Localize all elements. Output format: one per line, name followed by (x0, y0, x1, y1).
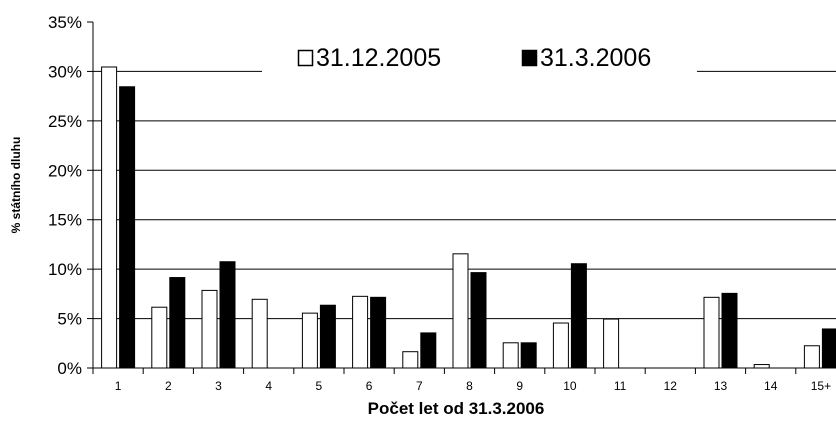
y-tick-label: 0% (57, 359, 82, 378)
bar-series-1 (301, 312, 318, 369)
legend-swatch (297, 49, 314, 67)
bar-series-2 (570, 263, 587, 369)
bar-series-1 (201, 289, 218, 369)
bar-series-1 (753, 364, 770, 369)
bar-series-1 (603, 318, 620, 369)
bar-series-2 (721, 292, 738, 369)
y-tick-label: 35% (48, 13, 82, 32)
x-tick-label: 5 (316, 379, 323, 393)
x-tick-label: 14 (764, 379, 778, 393)
bar-series-2 (370, 296, 387, 369)
y-tick-label: 25% (48, 112, 82, 131)
bar-series-2 (470, 272, 487, 369)
bar-series-2 (821, 328, 836, 369)
bar-series-1 (502, 342, 519, 369)
y-tick-label: 5% (57, 310, 82, 329)
x-tick-label: 15+ (811, 379, 831, 393)
y-tick-label: 20% (48, 161, 82, 180)
x-tick-label: 9 (516, 379, 523, 393)
x-tick-label: 7 (416, 379, 423, 393)
legend-swatch (521, 49, 538, 67)
bar-series-1 (552, 322, 569, 369)
bar-series-2 (119, 86, 136, 369)
y-axis-title: % státního dluhu (9, 137, 23, 234)
x-tick-label: 3 (215, 379, 222, 393)
x-tick-label: 11 (614, 379, 627, 393)
bar-series-2 (219, 261, 236, 369)
bar-series-1 (452, 253, 469, 369)
bar-series-1 (803, 345, 820, 369)
axes: 0%5%10%15%20%25%30%35%1 2 3 4 5 6 7 8 9 10 11 12 13 1… (48, 13, 836, 393)
bars (101, 66, 836, 369)
legend-label: 31.12.2005 (316, 44, 441, 72)
bar-series-2 (319, 304, 336, 369)
x-tick-label: 8 (466, 379, 473, 393)
y-tick-label: 30% (48, 62, 82, 81)
y-tick-label: 15% (48, 211, 82, 230)
x-tick-label: 10 (563, 379, 577, 393)
x-tick-label: 12 (664, 379, 678, 393)
bar-series-2 (169, 277, 186, 369)
bar-series-1 (101, 66, 118, 369)
x-tick-label: 2 (165, 379, 172, 393)
x-tick-label: 6 (366, 379, 373, 393)
bar-series-1 (352, 295, 369, 369)
bar-series-2 (420, 332, 437, 369)
x-tick-label: 1 (115, 379, 122, 393)
x-tick-label: 13 (714, 379, 728, 393)
legend: 31.12.2005 31.3.2006 (297, 44, 651, 72)
y-tick-label: 10% (48, 260, 82, 279)
bar-series-1 (151, 306, 168, 369)
bar-series-1 (402, 351, 419, 369)
legend-label: 31.3.2006 (540, 44, 651, 72)
bar-series-1 (703, 296, 720, 369)
x-axis-title: Počet let od 31.3.2006 (368, 399, 545, 418)
x-tick-label: 4 (265, 379, 272, 393)
bar-series-2 (520, 342, 537, 369)
bar-series-1 (251, 298, 268, 369)
